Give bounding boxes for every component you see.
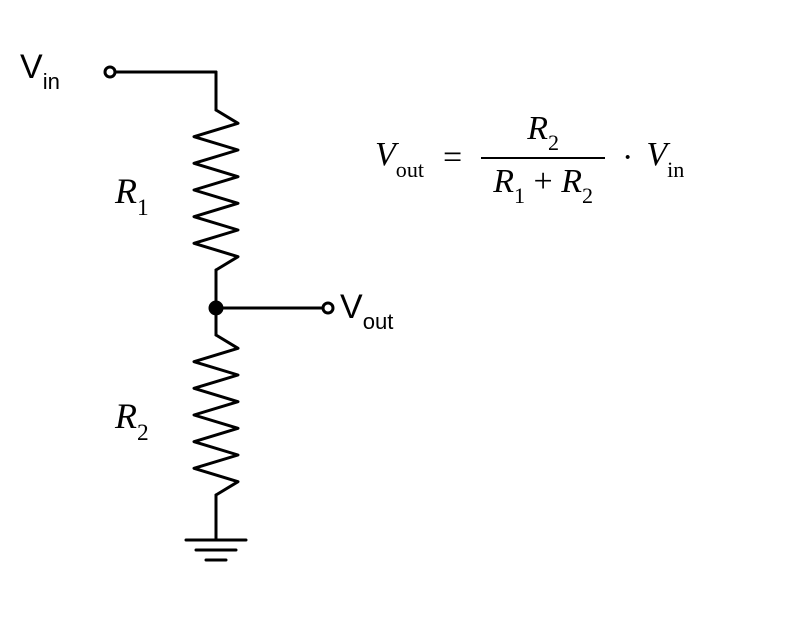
vout-V: V [340, 288, 363, 326]
r1-sub: 1 [137, 195, 149, 221]
r2-label: R2 [115, 395, 149, 443]
voltage-divider-diagram: Vin Vout R1 R2 Vout = R2 R1 + R2 · Vin [0, 0, 812, 618]
eq-num-R: R [527, 110, 548, 147]
eq-den-sub1: 1 [514, 183, 525, 208]
vin-sub: in [43, 69, 60, 94]
vout-sub: out [363, 309, 394, 334]
r2-R: R [115, 396, 137, 436]
eq-num-sub: 2 [548, 130, 559, 155]
eq-equals: = [443, 139, 462, 177]
vin-V: V [20, 48, 43, 86]
eq-den-sub2: 2 [582, 183, 593, 208]
eq-den-R1: R [493, 163, 514, 200]
r2-sub: 2 [137, 420, 149, 446]
eq-fraction: R2 R1 + R2 [481, 110, 605, 206]
equation: Vout = R2 R1 + R2 · Vin [370, 110, 689, 206]
r1-label: R1 [115, 170, 149, 218]
circuit-svg [0, 0, 812, 618]
eq-rhs-sub: in [667, 157, 684, 182]
vout-label: Vout [340, 288, 393, 332]
eq-den-R2: R [561, 163, 582, 200]
r1-R: R [115, 171, 137, 211]
eq-rhs-V: V [646, 136, 667, 173]
eq-lhs-V: V [375, 136, 396, 173]
eq-lhs-sub: out [396, 157, 424, 182]
eq-dot: · [622, 139, 633, 177]
eq-den-plus: + [525, 163, 561, 200]
vin-label: Vin [20, 48, 60, 92]
